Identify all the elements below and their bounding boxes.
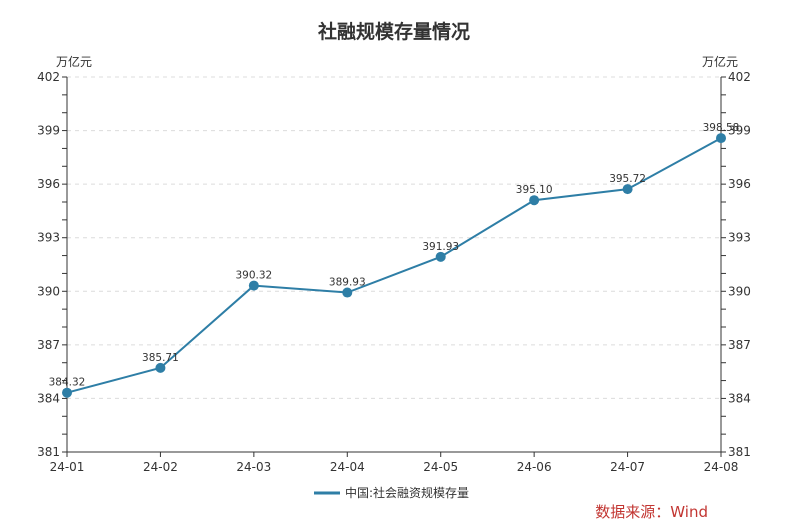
y-tick-label: 390 xyxy=(37,284,60,298)
legend-label: 中国:社会融资规模存量 xyxy=(345,485,469,500)
y2-tick-label: 387 xyxy=(728,338,751,352)
y2-tick-label: 393 xyxy=(728,231,751,245)
x-tick-label: 24-01 xyxy=(50,460,85,474)
series-line: 384.32 385.71 390.32 389.93 391.93 395.10 395.… xyxy=(49,122,740,398)
y-tick-label: 396 xyxy=(37,177,60,191)
data-label: 398.58 xyxy=(703,122,740,134)
legend[interactable]: 中国:社会融资规模存量 xyxy=(314,485,469,500)
x-axis: 24-01 24-02 24-03 24-04 24-05 24-06 24-07 24-08 xyxy=(50,451,739,474)
left-y-axis: 381 384 387 390 393 396 399 402 xyxy=(37,70,68,459)
y2-tick-label: 381 xyxy=(728,445,751,459)
source-note: 数据来源：Wind xyxy=(595,503,708,521)
data-point[interactable] xyxy=(342,287,353,298)
x-tick-label: 24-02 xyxy=(143,460,178,474)
x-tick-label: 24-07 xyxy=(610,460,645,474)
y2-tick-label: 402 xyxy=(728,70,751,84)
y-tick-label: 402 xyxy=(37,70,60,84)
data-label: 391.93 xyxy=(422,241,459,253)
y-tick-label: 381 xyxy=(37,445,60,459)
chart-title: 社融规模存量情况 xyxy=(317,20,470,43)
y-tick-label: 393 xyxy=(37,231,60,245)
y-tick-label: 399 xyxy=(37,124,60,138)
y2-tick-label: 384 xyxy=(728,391,751,405)
y2-tick-label: 390 xyxy=(728,284,751,298)
data-point[interactable] xyxy=(716,133,726,144)
data-point[interactable] xyxy=(435,251,446,262)
data-label: 389.93 xyxy=(329,277,366,289)
data-label: 384.32 xyxy=(49,377,86,389)
data-label: 395.10 xyxy=(516,184,553,196)
x-tick-label: 24-04 xyxy=(330,460,365,474)
y2-tick-label: 396 xyxy=(728,177,751,191)
data-label: 385.71 xyxy=(142,352,179,364)
gridlines xyxy=(67,76,721,399)
x-tick-label: 24-05 xyxy=(423,460,458,474)
data-label: 395.72 xyxy=(609,173,646,185)
y2-tick-label: 399 xyxy=(728,124,751,138)
data-label: 390.32 xyxy=(235,270,272,282)
series-polyline xyxy=(66,137,722,394)
y-tick-label: 387 xyxy=(37,338,60,352)
x-tick-label: 24-06 xyxy=(517,460,552,474)
data-point[interactable] xyxy=(248,280,259,291)
x-tick-label: 24-03 xyxy=(236,460,271,474)
right-axis-unit: 万亿元 xyxy=(702,54,738,69)
data-point[interactable] xyxy=(622,184,633,195)
left-axis-unit: 万亿元 xyxy=(56,54,92,69)
data-point[interactable] xyxy=(62,387,72,398)
right-y-axis: 381 384 387 390 393 396 399 402 xyxy=(720,70,751,459)
data-point[interactable] xyxy=(529,195,540,206)
data-point[interactable] xyxy=(155,362,166,373)
y-tick-label: 384 xyxy=(37,391,60,405)
x-tick-label: 24-08 xyxy=(704,460,739,474)
